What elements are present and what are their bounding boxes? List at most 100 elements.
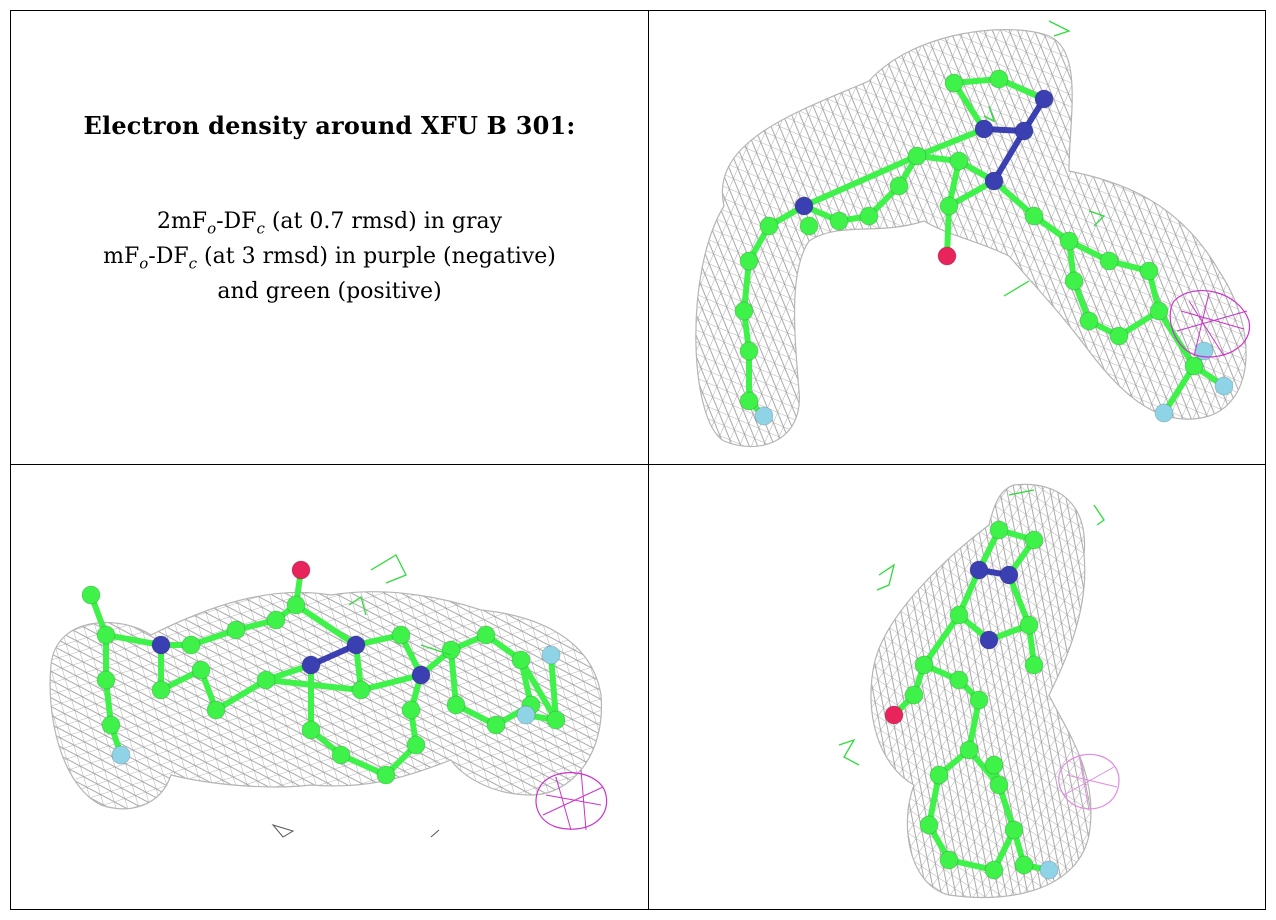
table-divider-vertical — [648, 10, 649, 910]
density-fragments — [271, 824, 440, 838]
carbon-atom — [406, 735, 426, 755]
bond — [951, 80, 987, 132]
nitrogen-atom — [974, 119, 994, 139]
bond — [801, 153, 920, 209]
bond — [293, 602, 359, 648]
nitrogen-atom — [969, 560, 989, 580]
carbon-atom — [949, 670, 969, 690]
negative-density-purple — [1058, 753, 1120, 811]
caption-title: Electron density around XFU B 301: — [83, 111, 576, 140]
carbon-atom — [441, 640, 461, 660]
carbon-atom — [511, 650, 531, 670]
carbon-atom — [1064, 271, 1084, 291]
carbon-atom — [376, 765, 396, 785]
carbon-atom — [226, 620, 246, 640]
carbon-atom — [486, 715, 506, 735]
carbon-atom — [1184, 356, 1204, 376]
carbon-atom — [939, 196, 959, 216]
atoms — [734, 69, 1234, 426]
carbon-atom — [446, 695, 466, 715]
caption-line-2mfo: 2mFo-DFc (at 0.7 rmsd) in gray — [156, 209, 503, 238]
fluorine-atom — [1154, 403, 1174, 423]
carbon-atom — [929, 765, 949, 785]
carbon-atom — [401, 700, 421, 720]
negative-density-purple — [535, 769, 608, 831]
table-border-top — [10, 10, 1266, 11]
carbon-atom — [739, 341, 759, 361]
nitrogen-atom — [411, 665, 431, 685]
carbon-atom — [301, 720, 321, 740]
atoms — [884, 520, 1059, 880]
caption-cell: Electron density around XFU B 301: 2mFo-… — [11, 11, 648, 464]
bond — [914, 126, 987, 159]
carbon-atom — [181, 635, 201, 655]
fluorine-atom — [516, 705, 536, 725]
carbon-atom — [1059, 231, 1079, 251]
carbon-atom — [1024, 530, 1044, 550]
negative-density-purple — [1169, 290, 1251, 358]
carbon-atom — [101, 715, 121, 735]
caption-line-positive: and green (positive) — [217, 279, 442, 304]
carbon-atom — [1099, 251, 1119, 271]
carbon-atom — [1024, 206, 1044, 226]
carbon-atom — [989, 775, 1009, 795]
carbon-atom — [759, 216, 779, 236]
bond — [448, 647, 459, 708]
bond — [518, 657, 559, 723]
table-border-left — [10, 10, 11, 910]
nitrogen-atom — [984, 171, 1004, 191]
carbon-atom — [989, 69, 1009, 89]
bond — [1161, 363, 1197, 416]
carbon-atom — [476, 625, 496, 645]
carbon-atom — [1024, 655, 1044, 675]
carbon-atom — [944, 73, 964, 93]
density-render-bottom-right — [838, 483, 1120, 899]
table-border-right — [1265, 10, 1266, 910]
carbon-atom — [391, 625, 411, 645]
carbon-atom — [331, 745, 351, 765]
carbon-atom — [256, 670, 276, 690]
density-mesh-gray — [695, 29, 1247, 448]
density-view-bottom-left — [11, 465, 648, 909]
carbon-atom — [151, 680, 171, 700]
carbon-atom — [546, 710, 566, 730]
carbon-atom — [1149, 301, 1169, 321]
carbon-atom — [889, 176, 909, 196]
density-render-top-right — [695, 20, 1251, 448]
nitrogen-atom — [1014, 121, 1034, 141]
oxygen-atom — [884, 705, 904, 725]
figure-table: Electron density around XFU B 301: 2mFo-… — [10, 10, 1266, 910]
carbon-atom — [191, 660, 211, 680]
carbon-atom — [939, 850, 959, 870]
nitrogen-atom — [794, 196, 814, 216]
carbon-atom — [351, 680, 371, 700]
carbon-atom — [949, 605, 969, 625]
oxygen-atom — [937, 246, 957, 266]
carbon-atom — [1079, 311, 1099, 331]
carbon-atom — [739, 251, 759, 271]
fluorine-atom — [1214, 376, 1234, 396]
carbon-atom — [81, 585, 101, 605]
carbon-atom — [989, 520, 1009, 540]
bond — [991, 128, 1027, 184]
positive-density-green — [348, 554, 452, 656]
carbon-atom — [1004, 820, 1024, 840]
carbon-atom — [96, 670, 116, 690]
oxygen-atom — [291, 560, 311, 580]
nitrogen-atom — [999, 565, 1019, 585]
fluorine-atom — [1039, 860, 1059, 880]
fluorine-atom — [754, 406, 774, 426]
carbon-atom — [984, 860, 1004, 880]
carbon-atom — [266, 610, 286, 630]
carbon-atom — [1014, 855, 1034, 875]
table-border-bottom — [10, 909, 1266, 910]
bond — [103, 632, 164, 648]
carbon-atom — [206, 700, 226, 720]
carbon-atom — [1109, 326, 1129, 346]
positive-density-green — [983, 20, 1106, 297]
carbon-atom — [1139, 261, 1159, 281]
carbon-atom — [859, 206, 879, 226]
carbon-atom — [984, 755, 1004, 775]
fluorine-atom — [111, 745, 131, 765]
carbon-atom — [96, 625, 116, 645]
